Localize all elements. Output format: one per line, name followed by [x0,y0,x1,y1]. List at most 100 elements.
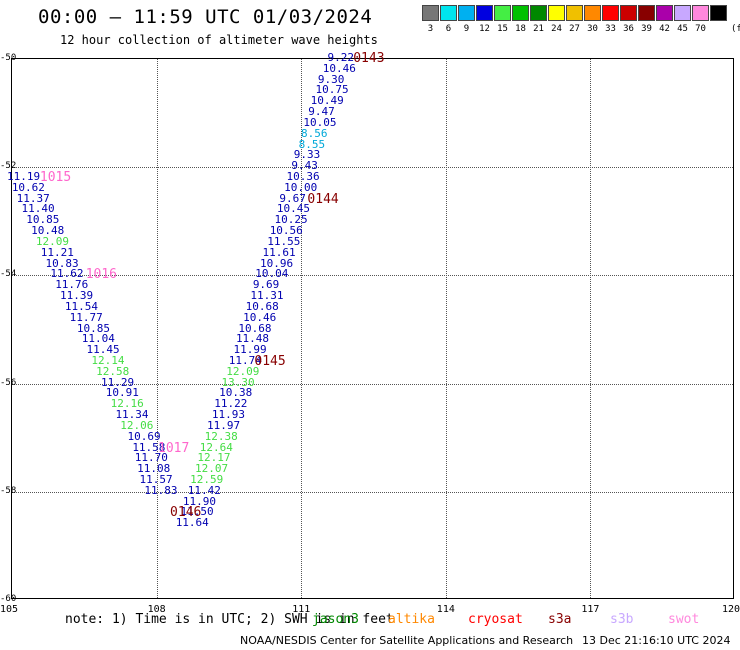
wave-height-observation: 9.47 [308,105,335,119]
longitude-tick-label: 114 [436,604,455,615]
wave-height-observation: 11.04 [81,332,115,346]
wave-height-observation: 11.97 [207,418,241,432]
map-plot-area [11,58,734,599]
wave-height-observation: 11.22 [214,397,248,411]
wave-height-observation: 11.42 [187,483,221,497]
color-scale-label: 70 [695,24,706,34]
mission-legend-item: altika [388,612,435,627]
color-scale-swatch [656,5,673,21]
wave-height-observation: 8.55 [298,137,326,151]
color-scale-swatch [548,5,565,21]
wave-height-observation: 10.46 [243,310,277,324]
wave-height-observation: 9.33 [293,148,321,162]
color-scale-unit: (ft) [731,24,740,34]
wave-height-observation: 10.85 [26,213,60,227]
wave-height-observation: 10.00 [284,180,318,194]
color-scale-swatch [458,5,475,21]
wave-height-observation: 11.55 [267,234,301,248]
wave-height-observation: 11.64 [175,516,209,530]
wave-height-observation: 11.21 [40,245,74,259]
wave-height-observation: 11.34 [115,408,149,422]
color-scale-swatch [494,5,511,21]
mission-legend-item: s3a [548,612,572,627]
wave-height-observation: 10.45 [276,202,311,216]
latitude-tick-label: -52 [0,161,17,172]
wave-height-observation: 11.45 [86,343,120,357]
wave-height-observation: 12.09 [35,234,70,248]
mission-legend-item: jason3 [312,612,359,627]
latitude-gridline [12,383,733,385]
longitude-gridline [301,59,303,598]
wave-height-observation: 10.05 [303,115,337,129]
color-scale-swatch [674,5,691,21]
wave-height-observation: 11.29 [100,375,135,389]
wave-height-observation: 11.61 [262,245,296,259]
color-scale-label: 6 [445,24,452,34]
wave-height-observation: 13.30 [221,375,255,389]
latitude-tick-label: -50 [0,53,17,63]
color-scale-swatch [440,5,457,21]
color-scale-swatch [584,5,601,21]
wave-height-observation: 11.74 [228,353,262,367]
wave-height-observation: 12.38 [204,429,238,443]
color-scale-label: 3 [427,24,434,34]
wave-height-observation: 11.90 [182,494,217,508]
wave-height-observation: 11.70 [134,451,168,465]
wave-height-observation: 11.54 [64,299,98,313]
color-scale-label: 42 [659,24,670,34]
color-scale-label: 27 [569,24,580,34]
wave-height-observation: 9.22 [327,51,355,64]
color-scale-label: 18 [515,24,526,34]
mission-legend-item: swot [668,612,700,627]
wave-height-observation: 10.68 [245,299,279,313]
wave-height-observation: 12.14 [91,353,125,367]
wave-height-observation: 10.85 [76,321,110,335]
wave-height-observation: 10.38 [219,386,253,400]
wave-height-observation: 11.50 [180,505,214,519]
wave-height-observation: 11.37 [16,191,50,205]
color-scale-swatch [530,5,547,21]
pass-time-label: 1017 [158,440,190,456]
color-scale-label: 36 [623,24,634,34]
longitude-gridline [156,59,158,598]
wave-height-observation: 12.06 [120,418,154,432]
wave-height-observation: 10.83 [45,256,79,270]
wave-height-observation: 12.64 [199,440,233,454]
wave-height-observation: 10.69 [127,429,161,443]
wave-height-observation: 11.62 [50,267,84,281]
credit-text: NOAA/NESDIS Center for Satellite Applica… [240,634,574,647]
wave-height-observation: 10.46 [322,61,356,75]
color-scale-swatch [512,5,529,21]
wave-height-observation: 10.04 [255,267,289,281]
longitude-tick-label: 105 [0,604,19,615]
wave-height-observation: 10.96 [260,256,294,270]
wave-height-observation: 10.68 [238,321,272,335]
longitude-gridline [590,59,592,598]
mission-legend-item: cryosat [468,612,523,627]
wave-height-observation: 12.58 [96,364,130,378]
latitude-tick-label: -60 [0,594,17,604]
longitude-tick-label: 108 [147,604,166,615]
wave-height-observation: 9.30 [317,72,345,86]
wave-height-observation: 11.48 [235,332,270,346]
wave-height-observation: 10.91 [105,386,139,400]
map-title: 00:00 – 11:59 UTC 01/03/2024 [38,6,373,28]
generated-timestamp: 13 Dec 21:16:10 UTC 2024 [582,634,731,647]
wave-height-observation: 12.16 [110,397,144,411]
mission-legend-item: s3b [610,612,634,627]
longitude-tick-label: 120 [722,604,740,615]
wave-height-observation: 12.59 [190,472,224,486]
color-scale-label: 33 [605,24,616,34]
wave-height-observation: 11.93 [211,408,245,422]
wave-height-observation: 11.40 [21,202,55,216]
latitude-gridline [12,275,733,277]
color-scale-label: 21 [533,24,544,34]
latitude-tick-label: -54 [0,269,17,280]
longitude-tick-label: 111 [292,604,311,615]
wave-height-observation: 9.43 [291,159,318,173]
wave-height-observation: 9.67 [279,191,306,205]
footer-note: note: 1) Time is in UTC; 2) SWH is in fe… [65,612,394,627]
wave-height-observation: 9.69 [252,278,280,292]
pass-time-label: 0146 [170,505,202,521]
wave-height-observation: 10.56 [269,224,303,238]
